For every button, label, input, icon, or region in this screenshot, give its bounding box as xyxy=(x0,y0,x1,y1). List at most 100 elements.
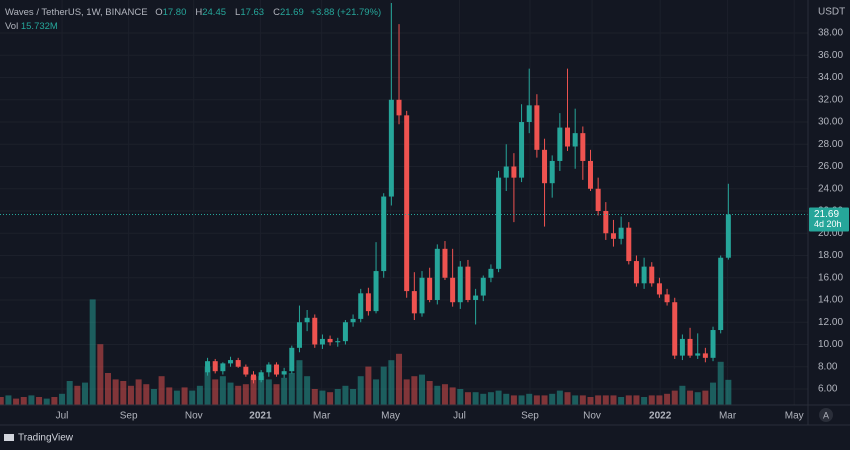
volume-bar xyxy=(127,385,134,405)
volume-bar xyxy=(388,360,395,405)
candle-body xyxy=(212,361,218,372)
candle-body xyxy=(610,233,616,239)
candle-body xyxy=(580,133,586,161)
candle-body xyxy=(603,211,609,234)
axis-labels: 6.008.0010.0012.0014.0016.0018.0020.0022… xyxy=(56,28,849,422)
candle-body xyxy=(618,227,624,239)
volume-bar xyxy=(533,395,540,405)
candle-body xyxy=(633,261,639,284)
change: +3.88 (+21.79%) xyxy=(310,7,382,18)
volume-bar xyxy=(357,376,364,405)
plot xyxy=(0,3,808,405)
volume-bar xyxy=(595,395,602,405)
x-tick-label: Mar xyxy=(313,411,331,422)
tradingview-logo: TradingView xyxy=(4,433,74,444)
volume-bar xyxy=(20,397,27,405)
y-tick-label: 38.00 xyxy=(818,28,843,39)
volume-bar xyxy=(311,389,318,405)
candle-body xyxy=(419,277,425,314)
currency-label: USDT xyxy=(818,7,845,18)
volume-bar xyxy=(510,395,517,405)
candle-body xyxy=(641,266,647,284)
y-tick-label: 18.00 xyxy=(818,250,843,261)
volume-bar xyxy=(296,360,303,405)
volume-bar xyxy=(365,366,372,405)
volume-bar xyxy=(441,384,448,405)
candle-body xyxy=(549,160,555,184)
volume-bar xyxy=(120,381,127,405)
volume-bar xyxy=(173,390,180,405)
candle-body xyxy=(649,266,655,284)
volume-bar xyxy=(641,397,648,405)
volume-bar xyxy=(717,361,724,405)
candle-body xyxy=(595,188,601,212)
candle-body xyxy=(296,322,302,348)
candle-body xyxy=(473,295,479,300)
candle-body xyxy=(434,248,440,300)
y-tick-label: 8.00 xyxy=(818,361,838,372)
volume-bar xyxy=(664,393,671,405)
volume-bar xyxy=(564,392,571,405)
candle-body xyxy=(725,214,731,258)
y-tick-label: 30.00 xyxy=(818,117,843,128)
ohlc-values: O17.80 H24.45 L17.63 C21.69 xyxy=(150,7,308,18)
volume-bar xyxy=(319,390,326,405)
candle-body xyxy=(258,372,264,381)
volume-bar xyxy=(679,385,686,405)
x-tick-label: Nov xyxy=(185,411,203,422)
x-tick-label: Sep xyxy=(521,411,539,422)
countdown-label: 4d 20h xyxy=(814,219,842,229)
candle-body xyxy=(710,330,716,358)
candle-body xyxy=(266,364,272,373)
volume-bar xyxy=(158,376,165,405)
y-tick-label: 20.00 xyxy=(818,228,843,239)
candle-body xyxy=(373,271,379,312)
y-tick-label: 32.00 xyxy=(818,94,843,105)
volume-bar xyxy=(250,376,257,405)
candle-body xyxy=(542,149,548,184)
volume-key: Vol xyxy=(5,21,19,32)
candle-body xyxy=(695,353,701,356)
volume-bar xyxy=(579,395,586,405)
volume-bar xyxy=(97,344,104,405)
candle-body xyxy=(289,347,295,372)
candle-body xyxy=(350,318,356,323)
candle-body xyxy=(404,115,410,292)
volume-bar xyxy=(403,379,410,405)
y-tick-label: 26.00 xyxy=(818,161,843,172)
candle-body xyxy=(342,322,348,342)
volume-bar xyxy=(396,353,403,405)
candle-body xyxy=(205,361,211,373)
volume-bar xyxy=(487,392,494,405)
volume-bar xyxy=(618,397,625,405)
volume-bar xyxy=(602,395,609,405)
y-tick-label: 10.00 xyxy=(818,339,843,350)
volume-bar xyxy=(74,385,81,405)
volume-bar xyxy=(464,392,471,405)
auto-scale-button[interactable] xyxy=(819,408,833,422)
y-tick-label: 12.00 xyxy=(818,317,843,328)
volume-value: 15.732M xyxy=(20,21,58,32)
y-tick-label: 6.00 xyxy=(818,384,838,395)
volume-bar xyxy=(656,395,663,405)
x-tick-label: Jul xyxy=(453,411,466,422)
volume-bar xyxy=(648,395,655,405)
legend: Waves / TetherUS, 1W, BINANCE O17.80 H24.… xyxy=(5,6,385,34)
volume-bar xyxy=(434,385,441,405)
x-tick-label: Sep xyxy=(120,411,138,422)
volume-bar xyxy=(104,373,111,405)
volume-bar xyxy=(702,390,709,405)
volume-bar xyxy=(472,392,479,405)
volume-bar xyxy=(0,397,4,405)
volume-bar xyxy=(143,384,150,405)
volume-bar xyxy=(556,390,563,405)
x-tick-label: May xyxy=(381,411,400,422)
volume-bar xyxy=(181,387,188,405)
volume-bar xyxy=(694,392,701,405)
candle-body xyxy=(702,353,708,358)
auto-scale-label[interactable]: A xyxy=(823,410,829,420)
volume-bar xyxy=(572,395,579,405)
last-price-label: 21.69 xyxy=(814,209,839,220)
candle-body xyxy=(335,341,341,343)
